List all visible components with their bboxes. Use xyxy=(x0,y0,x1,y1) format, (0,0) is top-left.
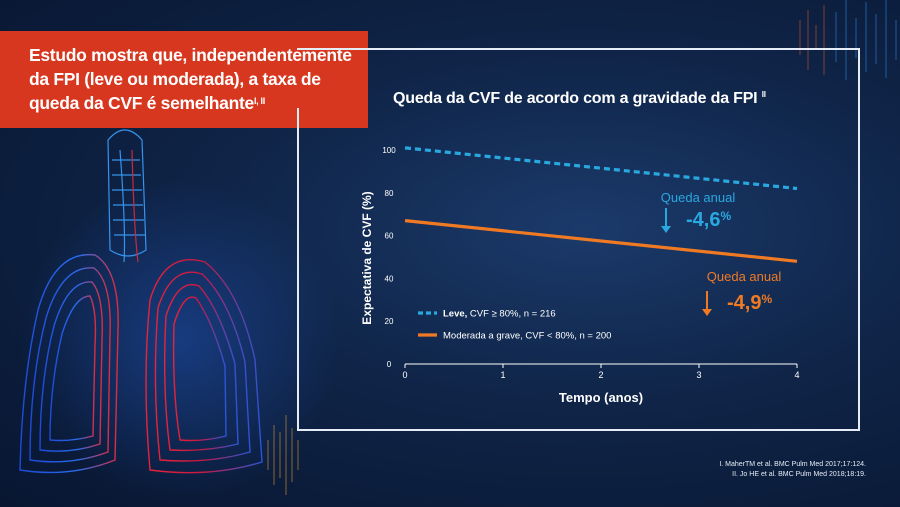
left-lung-shape xyxy=(19,253,119,474)
y-tick-label: 20 xyxy=(385,317,394,326)
references: I. MaherTM et al. BMC Pulm Med 2017;17:1… xyxy=(719,460,866,480)
annual-drop-unit-moderate: % xyxy=(761,292,772,306)
legend-label-mild: Leve, CVF ≥ 80%, n = 216 xyxy=(443,309,556,320)
right-lung-shape xyxy=(145,258,263,474)
y-tick-label: 100 xyxy=(382,146,396,155)
legend-label-rest: CVF ≥ 80%, n = 216 xyxy=(467,309,555,320)
headline-text: Estudo mostra que, independentemente da … xyxy=(29,45,352,113)
chart-frame xyxy=(297,48,860,431)
annual-drop-unit-mild: % xyxy=(720,209,731,223)
down-arrow-head-icon-mild xyxy=(661,226,671,233)
reference-1: I. MaherTM et al. BMC Pulm Med 2017;17:1… xyxy=(719,461,866,468)
annual-drop-label-moderate: Queda anual xyxy=(707,269,782,284)
chart-title: Queda da CVF de acordo com a gravidade d… xyxy=(393,90,766,107)
annual-drop-value-mild: -4,6% xyxy=(686,209,731,231)
reference-2: II. Jo HE et al. BMC Pulm Med 2018;18:19… xyxy=(732,471,866,478)
headline-superscript: I, II xyxy=(253,96,265,106)
x-tick-label: 3 xyxy=(696,370,701,380)
sound-wave-left xyxy=(267,415,299,495)
headline-banner: Estudo mostra que, independentemente da … xyxy=(0,31,368,128)
chart-title-superscript: II xyxy=(761,90,766,99)
x-axis-label: Tempo (anos) xyxy=(559,390,643,405)
y-tick-label: 0 xyxy=(387,360,392,369)
chart-frame-left-edge xyxy=(297,108,299,431)
sound-wave-right xyxy=(799,0,897,80)
annual-drop-value-moderate: -4,9% xyxy=(727,292,772,314)
y-tick-label: 40 xyxy=(385,274,394,283)
x-tick-label: 4 xyxy=(794,370,799,380)
down-arrow-head-icon-moderate xyxy=(702,309,712,316)
x-tick-label: 2 xyxy=(598,370,603,380)
y-tick-label: 80 xyxy=(385,189,394,198)
trachea-shape xyxy=(107,129,147,263)
legend-label-bold: Leve, xyxy=(443,309,467,320)
x-tick-label: 0 xyxy=(402,370,407,380)
y-axis-label: Expectativa de CVF (%) xyxy=(360,191,374,324)
y-tick-label: 60 xyxy=(385,232,394,241)
series-line-mild xyxy=(404,146,798,191)
x-tick-label: 1 xyxy=(500,370,505,380)
legend-label-moderate: Moderada a grave, CVF < 80%, n = 200 xyxy=(443,331,611,342)
series-line-moderate xyxy=(404,219,798,263)
annual-drop-label-mild: Queda anual xyxy=(661,190,736,205)
